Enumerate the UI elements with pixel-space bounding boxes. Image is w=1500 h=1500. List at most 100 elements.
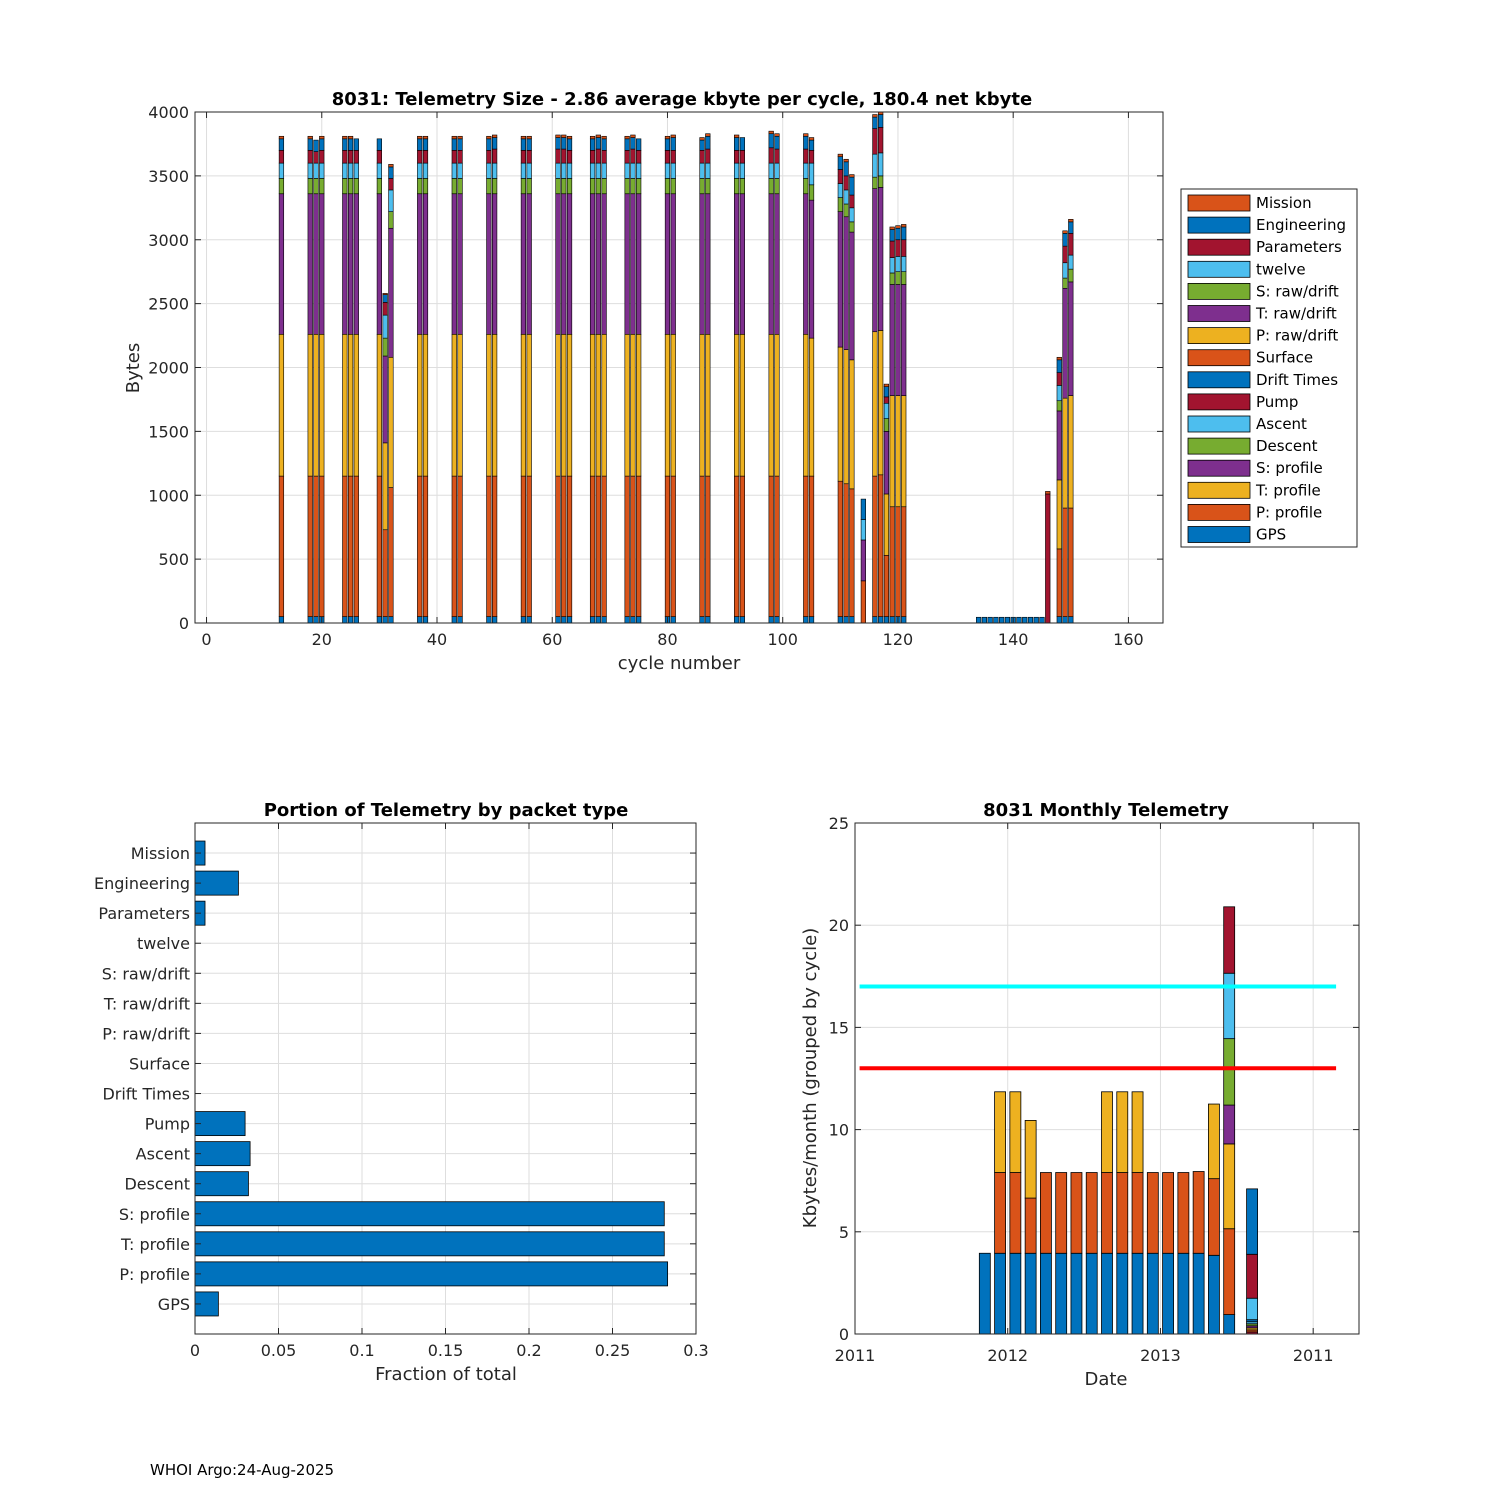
bar-segment bbox=[555, 333, 561, 477]
bar-segment bbox=[422, 162, 429, 179]
bar-segment bbox=[486, 193, 492, 335]
bar-segment bbox=[1062, 507, 1068, 617]
bar-segment bbox=[307, 138, 313, 151]
bar-segment bbox=[601, 616, 607, 624]
bar-segment bbox=[774, 133, 780, 137]
bar-segment bbox=[734, 616, 740, 624]
legend-swatch bbox=[1187, 260, 1251, 278]
bar-segment bbox=[451, 475, 457, 617]
bar-segment bbox=[849, 616, 855, 624]
monthly-bar-segment bbox=[1223, 1038, 1236, 1106]
bar-segment bbox=[808, 150, 815, 164]
bar-segment bbox=[342, 193, 348, 335]
bar-segment bbox=[739, 333, 745, 477]
monthly-bar-segment bbox=[1101, 1091, 1113, 1173]
bar-segment bbox=[278, 162, 285, 179]
bar-segment bbox=[492, 162, 498, 179]
fraction-bar bbox=[194, 1111, 246, 1137]
bar-segment bbox=[457, 193, 463, 335]
bar-segment bbox=[307, 475, 313, 617]
category-label: Drift Times bbox=[102, 1085, 190, 1104]
y-tick-label: 4000 bbox=[148, 103, 189, 122]
bar-segment bbox=[768, 133, 774, 149]
bar-segment bbox=[353, 178, 359, 195]
legend-entry: T: profile bbox=[1255, 481, 1321, 499]
bar-segment bbox=[999, 616, 1005, 624]
bar-segment bbox=[1056, 410, 1062, 481]
bar-segment bbox=[630, 137, 636, 150]
bar-segment bbox=[1027, 616, 1034, 624]
bar-segment bbox=[422, 178, 429, 195]
bar-segment bbox=[1062, 230, 1068, 234]
legend-swatch bbox=[1187, 282, 1251, 300]
monthly-bar-segment bbox=[1024, 1120, 1037, 1199]
y-tick-label: 0 bbox=[839, 1325, 849, 1344]
y-tick-label: 1000 bbox=[148, 486, 189, 505]
bar-segment bbox=[526, 162, 532, 179]
bar-segment bbox=[417, 135, 423, 140]
bar-segment bbox=[595, 193, 601, 335]
bar-segment bbox=[555, 137, 561, 150]
bar-segment bbox=[889, 616, 895, 624]
bar-segment bbox=[319, 475, 325, 617]
bar-segment bbox=[376, 150, 382, 164]
bar-segment bbox=[803, 616, 809, 624]
bar-segment bbox=[849, 176, 855, 196]
bar-segment bbox=[422, 616, 429, 624]
bar-segment bbox=[803, 193, 809, 335]
bar-segment bbox=[457, 162, 463, 179]
bar-segment bbox=[883, 554, 890, 617]
bar-segment bbox=[901, 616, 907, 624]
bar-segment bbox=[1062, 397, 1068, 509]
bar-segment bbox=[561, 134, 567, 138]
bar-segment bbox=[624, 178, 630, 195]
bar-segment bbox=[837, 346, 843, 482]
bar-segment bbox=[555, 162, 561, 179]
x-tick-label: 0.2 bbox=[516, 1341, 541, 1360]
bar-segment bbox=[768, 147, 774, 164]
bar-segment bbox=[353, 475, 359, 617]
bar-segment bbox=[422, 193, 429, 335]
bar-segment bbox=[278, 150, 285, 164]
x-tick-label: 40 bbox=[427, 630, 447, 649]
x-tick-label: 0 bbox=[201, 630, 211, 649]
bar-segment bbox=[347, 162, 354, 179]
bar-segment bbox=[889, 229, 895, 242]
monthly-bar-segment bbox=[1070, 1172, 1083, 1254]
bar-segment bbox=[1056, 400, 1062, 412]
bar-segment bbox=[526, 475, 532, 617]
telemetry-size-title: 8031: Telemetry Size - 2.86 average kbyt… bbox=[332, 89, 1032, 110]
bar-segment bbox=[319, 162, 325, 179]
bar-segment bbox=[1033, 616, 1039, 624]
bar-segment bbox=[353, 162, 359, 179]
bar-segment bbox=[457, 475, 463, 617]
bar-segment bbox=[278, 333, 285, 477]
bar-segment bbox=[382, 616, 388, 624]
bar-segment bbox=[526, 138, 532, 151]
legend-entry: Descent bbox=[1256, 437, 1318, 455]
fraction-bar bbox=[194, 1231, 665, 1257]
bar-segment bbox=[319, 138, 325, 151]
bar-segment bbox=[860, 580, 866, 624]
monthly-bar-segment bbox=[994, 1252, 1006, 1335]
bar-segment bbox=[624, 193, 630, 335]
y-tick-label: 2500 bbox=[148, 295, 189, 314]
x-tick-label: 0.05 bbox=[261, 1341, 297, 1360]
bar-segment bbox=[872, 188, 878, 333]
bar-segment bbox=[878, 187, 884, 331]
bar-segment bbox=[803, 133, 809, 137]
bar-segment bbox=[837, 480, 843, 617]
bar-segment bbox=[889, 226, 895, 230]
bar-segment bbox=[808, 337, 815, 477]
x-tick-label: 2013 bbox=[1140, 1346, 1181, 1365]
bar-segment bbox=[808, 616, 815, 624]
x-tick-label: 60 bbox=[542, 630, 562, 649]
bar-segment bbox=[520, 138, 527, 151]
bar-segment bbox=[734, 475, 740, 617]
bar-segment bbox=[630, 162, 636, 179]
bar-segment bbox=[1045, 493, 1051, 624]
bar-segment bbox=[347, 475, 354, 617]
bar-segment bbox=[388, 356, 394, 488]
bar-segment bbox=[451, 150, 457, 164]
